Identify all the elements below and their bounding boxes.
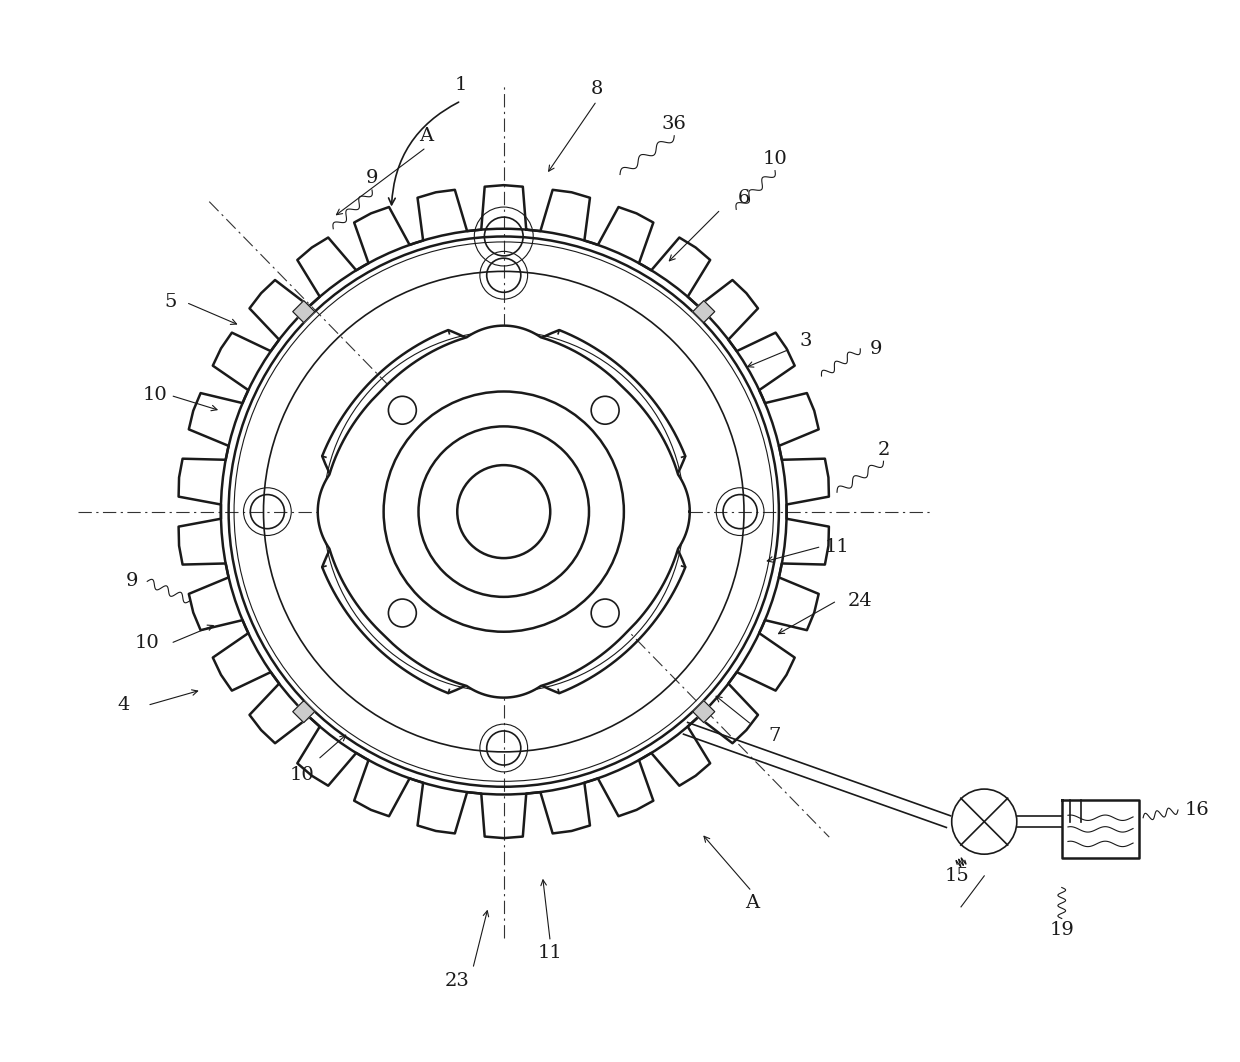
Text: 15: 15 <box>945 867 970 885</box>
Text: 16: 16 <box>1185 801 1210 819</box>
Polygon shape <box>693 301 714 323</box>
Text: 4: 4 <box>118 697 130 715</box>
Text: 8: 8 <box>590 81 603 99</box>
Text: 5: 5 <box>165 293 176 311</box>
Text: 36: 36 <box>662 115 687 133</box>
Text: A: A <box>745 894 759 912</box>
Polygon shape <box>179 185 828 838</box>
Text: 10: 10 <box>763 150 787 168</box>
Text: 1: 1 <box>455 76 467 95</box>
Text: 10: 10 <box>143 387 167 405</box>
Text: 10: 10 <box>135 634 160 652</box>
Text: 9: 9 <box>869 340 882 358</box>
Text: A: A <box>419 126 433 144</box>
Polygon shape <box>293 701 315 722</box>
Text: 24: 24 <box>848 592 873 610</box>
Text: 9: 9 <box>125 572 138 590</box>
Text: 11: 11 <box>825 537 849 555</box>
Text: 2: 2 <box>878 441 889 459</box>
Text: 9: 9 <box>366 169 378 187</box>
Text: 19: 19 <box>1049 921 1074 939</box>
Polygon shape <box>693 701 714 722</box>
Text: 23: 23 <box>445 972 470 990</box>
Polygon shape <box>317 326 689 698</box>
Text: 7: 7 <box>769 727 781 746</box>
Text: 10: 10 <box>290 766 315 784</box>
Text: 11: 11 <box>538 944 563 962</box>
Text: 6: 6 <box>738 189 750 207</box>
Polygon shape <box>293 301 315 323</box>
Text: 3: 3 <box>800 332 812 350</box>
